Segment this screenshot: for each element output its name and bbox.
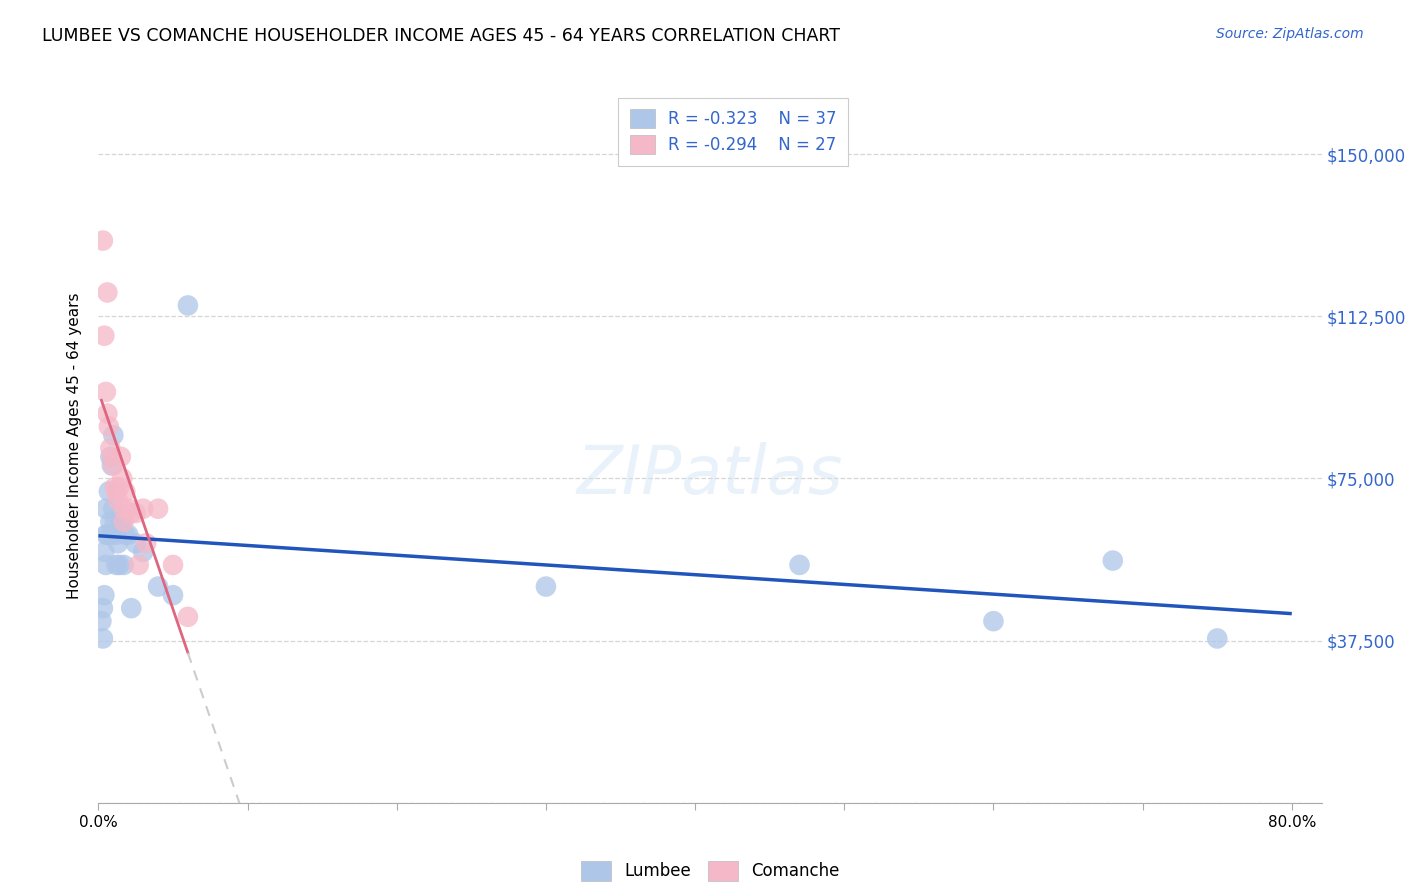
Point — [112, 515, 135, 529]
Point — [105, 527, 128, 541]
Point — [162, 588, 184, 602]
Point — [983, 614, 1005, 628]
Point — [162, 558, 184, 572]
Point — [110, 450, 132, 464]
Y-axis label: Householder Income Ages 45 - 64 years: Householder Income Ages 45 - 64 years — [67, 293, 83, 599]
Point — [91, 234, 114, 248]
Point — [94, 501, 117, 516]
Point — [105, 558, 128, 572]
Point — [103, 428, 125, 442]
Point — [128, 558, 150, 572]
Point — [94, 558, 117, 572]
Point — [534, 580, 557, 594]
Point — [120, 601, 142, 615]
Point — [94, 384, 117, 399]
Point — [96, 407, 118, 421]
Point — [97, 484, 120, 499]
Point — [111, 515, 134, 529]
Point — [101, 527, 124, 541]
Point — [101, 458, 124, 473]
Point — [114, 527, 136, 541]
Point — [146, 501, 169, 516]
Point — [108, 558, 131, 572]
Point — [125, 506, 148, 520]
Point — [90, 614, 112, 628]
Point — [103, 458, 125, 473]
Point — [101, 450, 124, 464]
Point — [1206, 632, 1229, 646]
Point — [93, 328, 115, 343]
Point — [112, 558, 135, 572]
Point — [94, 527, 117, 541]
Point — [104, 515, 127, 529]
Point — [96, 527, 118, 541]
Point — [135, 536, 157, 550]
Point — [98, 450, 121, 464]
Text: Source: ZipAtlas.com: Source: ZipAtlas.com — [1216, 27, 1364, 41]
Text: LUMBEE VS COMANCHE HOUSEHOLDER INCOME AGES 45 - 64 YEARS CORRELATION CHART: LUMBEE VS COMANCHE HOUSEHOLDER INCOME AG… — [42, 27, 841, 45]
Point — [91, 632, 114, 646]
Point — [107, 493, 129, 508]
Point — [111, 471, 134, 485]
Point — [789, 558, 811, 572]
Point — [117, 501, 139, 516]
Point — [103, 501, 125, 516]
Legend: Lumbee, Comanche: Lumbee, Comanche — [574, 855, 846, 888]
Point — [1101, 553, 1123, 567]
Text: ZIPatlas: ZIPatlas — [576, 442, 844, 508]
Point — [91, 601, 114, 615]
Point — [114, 484, 136, 499]
Point — [117, 527, 139, 541]
Point — [108, 480, 131, 494]
Point — [120, 506, 142, 520]
Point — [96, 285, 118, 300]
Point — [98, 441, 121, 455]
Point — [177, 298, 200, 312]
Point — [97, 419, 120, 434]
Point — [93, 588, 115, 602]
Point — [112, 501, 135, 516]
Point — [93, 545, 115, 559]
Point — [105, 484, 128, 499]
Point — [98, 515, 121, 529]
Point — [125, 536, 148, 550]
Point — [107, 536, 129, 550]
Point — [146, 580, 169, 594]
Point — [177, 610, 200, 624]
Point — [132, 501, 155, 516]
Point — [132, 545, 155, 559]
Point — [110, 515, 132, 529]
Point — [104, 480, 127, 494]
